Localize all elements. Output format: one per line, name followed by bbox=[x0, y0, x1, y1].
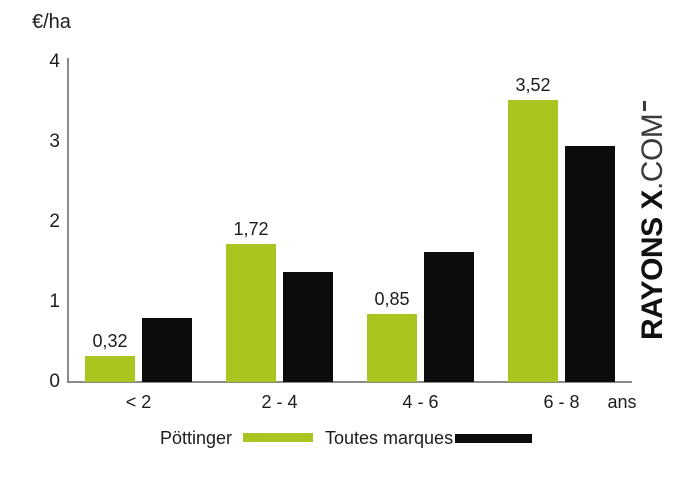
y-tick-label-4: 4 bbox=[49, 51, 60, 72]
y-tick-label-2: 2 bbox=[49, 211, 60, 232]
y-tick-label-3: 3 bbox=[49, 131, 60, 152]
y-axis-title: €/ha bbox=[32, 11, 71, 33]
bar-p-ttinger-4 bbox=[508, 100, 558, 382]
watermark-light-text: .COM bbox=[636, 113, 669, 191]
value-label-1: 0,32 bbox=[92, 331, 128, 351]
y-tick-label-1: 1 bbox=[49, 291, 60, 312]
bar-toutes-marques-1 bbox=[142, 318, 192, 382]
value-label-2: 1,72 bbox=[233, 219, 269, 239]
bar-toutes-marques-2 bbox=[283, 272, 333, 382]
watermark-rayons-x-com: RAYONS X.COM bbox=[636, 100, 670, 340]
value-label-3: 0,85 bbox=[374, 289, 410, 309]
value-label-4: 3,52 bbox=[515, 75, 551, 95]
x-axis-line bbox=[67, 381, 632, 383]
x-tick-label-2: 2 - 4 bbox=[261, 392, 298, 412]
bar-toutes-marques-3 bbox=[424, 252, 474, 382]
x-tick-label-1: < 2 bbox=[125, 392, 152, 412]
x-tick-label-3: 4 - 6 bbox=[402, 392, 439, 412]
y-axis-line bbox=[67, 58, 69, 383]
x-axis-unit-label: ans bbox=[607, 392, 637, 412]
watermark-bold-text: RAYONS X bbox=[636, 190, 669, 340]
bar-p-ttinger-1 bbox=[85, 356, 135, 382]
y-tick-label-0: 0 bbox=[49, 371, 60, 392]
legend-swatch-pottinger bbox=[243, 433, 313, 442]
bar-p-ttinger-3 bbox=[367, 314, 417, 382]
legend-swatch-toutes-marques bbox=[455, 434, 532, 443]
legend-label-toutes-marques: Toutes marques bbox=[325, 428, 454, 448]
x-tick-label-4: 6 - 8 bbox=[543, 392, 580, 412]
bar-p-ttinger-2 bbox=[226, 244, 276, 382]
legend-label-pottinger: Pöttinger bbox=[159, 428, 232, 448]
bar-toutes-marques-4 bbox=[565, 146, 615, 382]
clipped-letter-stub bbox=[643, 100, 646, 111]
